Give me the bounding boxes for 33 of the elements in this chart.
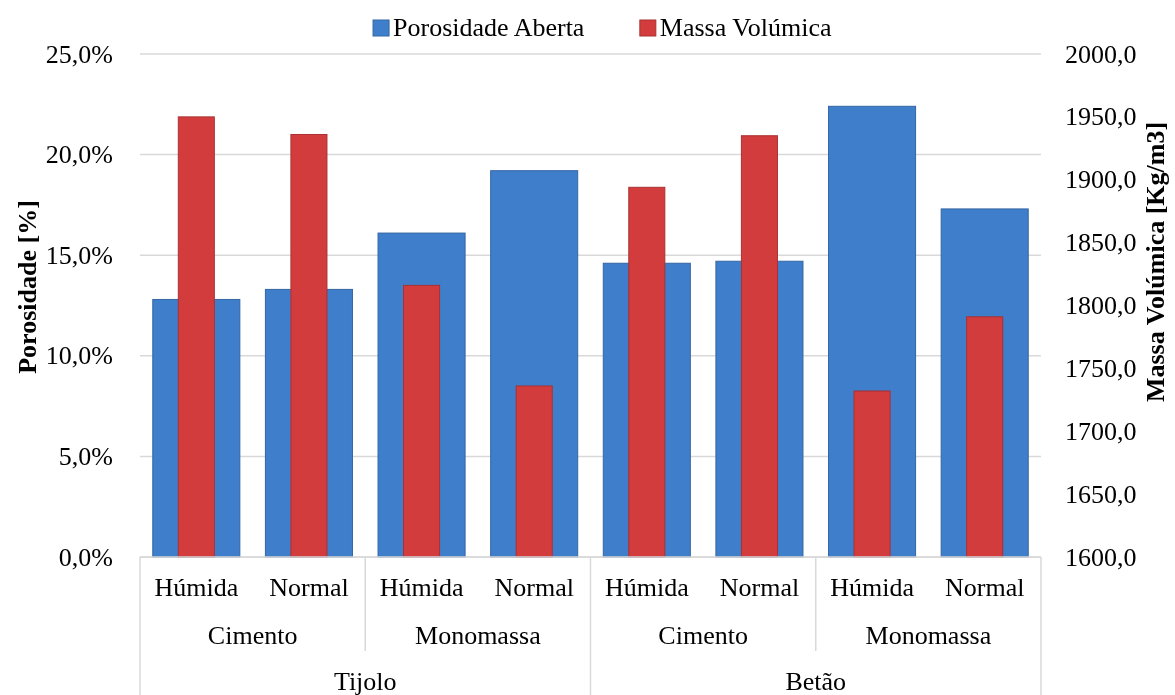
x-tick-label: Húmida (154, 573, 239, 602)
text: Betão (785, 667, 847, 695)
y2-tick-label: 2000,0 (1065, 39, 1137, 69)
x-tick-label: Normal (719, 573, 800, 602)
text: Cimento (207, 621, 298, 650)
x-tick-label: Normal (944, 573, 1025, 602)
y2-tick-label: 1700,0 (1065, 416, 1137, 446)
y2-tick-label: 1850,0 (1065, 228, 1137, 258)
y-tick-label: 20,0% (45, 140, 113, 170)
x-tick-label: Húmida (604, 573, 690, 602)
legend-label: Massa Volúmica (659, 13, 832, 42)
legend-label: Porosidade Aberta (393, 13, 585, 42)
x-tick-label: Húmida (830, 573, 915, 602)
x-tick-label: Húmida (379, 573, 464, 602)
y-tick-label: 15,0% (45, 240, 113, 270)
text: Cimento (658, 621, 748, 650)
y2-tick-label: 1950,0 (1065, 102, 1137, 132)
y-tick-label: 10,0% (45, 341, 113, 371)
x-tick-label: Normal (494, 573, 574, 602)
y2-tick-label: 1800,0 (1065, 291, 1137, 321)
text: Monomassa (865, 621, 992, 650)
y2-axis-title: Massa Volúmica [Kg/m3] (1141, 121, 1170, 403)
y2-tick-label: 1900,0 (1065, 165, 1137, 195)
y2-tick-label: 1650,0 (1065, 479, 1137, 509)
y-axis-title: Porosidade [%] (13, 200, 42, 374)
x-tick-label: Normal (269, 573, 349, 602)
text: Tijolo (333, 667, 397, 695)
y-tick-label: 0,0% (58, 542, 113, 572)
text: Monomassa (415, 621, 542, 650)
y-tick-label: 5,0% (58, 441, 113, 471)
y2-tick-label: 1600,0 (1065, 542, 1137, 572)
y2-tick-label: 1750,0 (1065, 353, 1137, 383)
y-tick-label: 25,0% (45, 39, 113, 69)
